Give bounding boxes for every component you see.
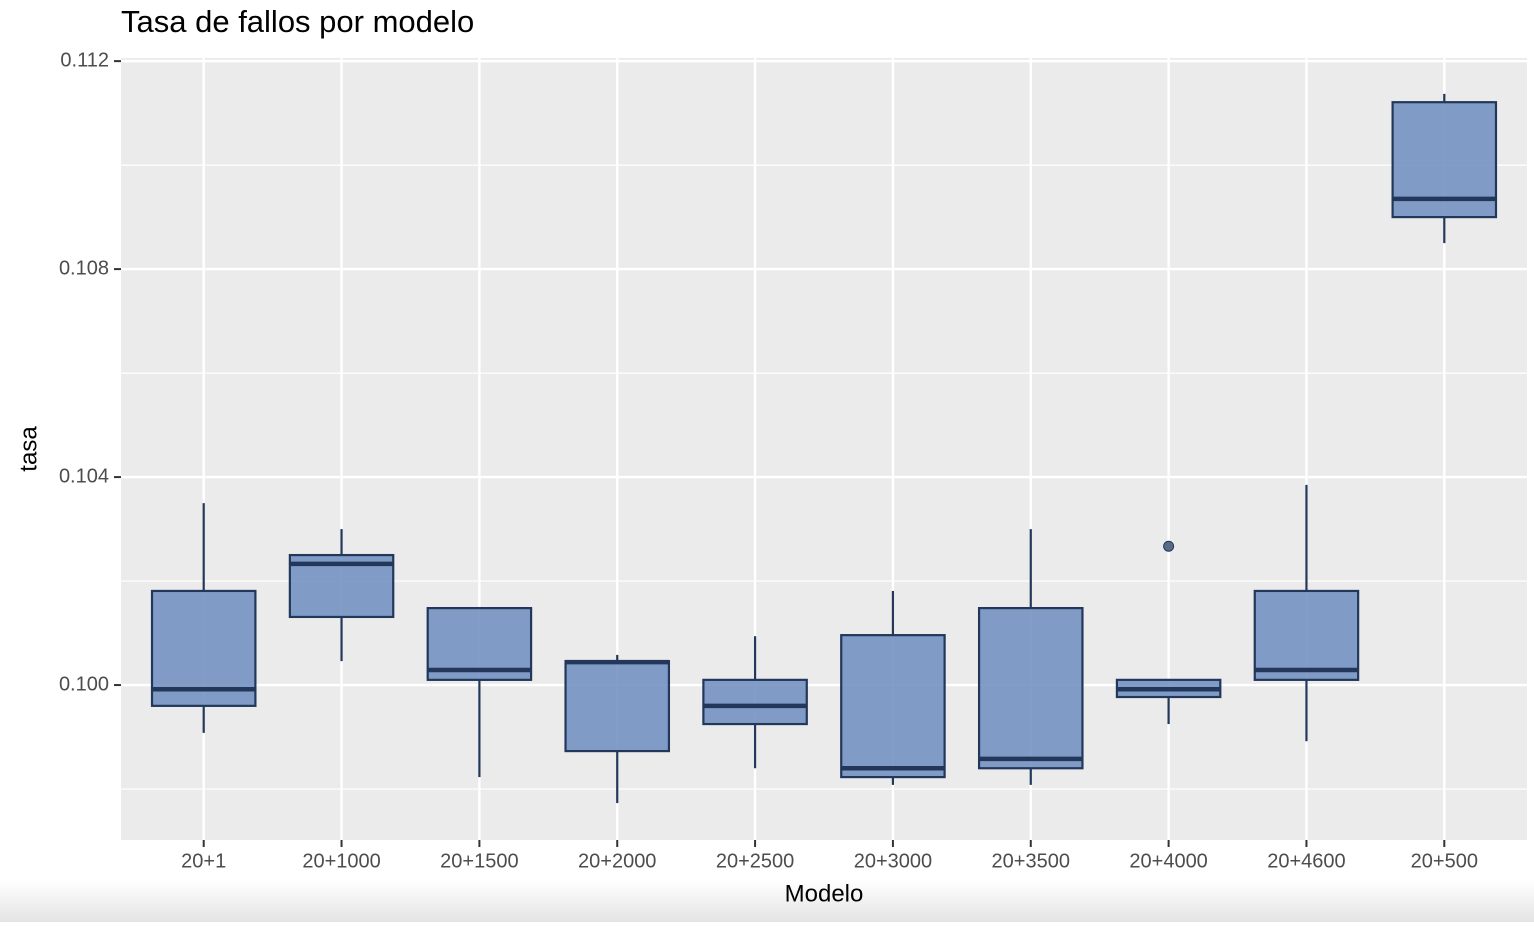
- x-tick-label: 20+2500: [716, 850, 794, 872]
- box: [1253, 589, 1360, 681]
- x-tick-label: 20+1000: [302, 850, 380, 872]
- x-tick-label: 20+1500: [440, 850, 518, 872]
- box: [564, 660, 671, 753]
- box: [150, 589, 257, 707]
- x-tick-label: 20+4000: [1129, 850, 1207, 872]
- box: [977, 607, 1084, 770]
- panel: [121, 58, 1527, 840]
- x-tick-label: 20+1: [181, 850, 226, 872]
- x-tick-label: 20+2000: [578, 850, 656, 872]
- x-tick-label: 20+4600: [1267, 850, 1345, 872]
- y-tick-label: 0.108: [59, 257, 109, 279]
- x-tick-label: 20+500: [1411, 850, 1478, 872]
- box: [840, 634, 946, 779]
- y-tick-label: 0.104: [59, 465, 109, 487]
- bottom-shade: [0, 880, 1534, 922]
- outlier: [1163, 540, 1175, 552]
- x-axis-label: Modelo: [785, 880, 864, 907]
- y-tick-label: 0.112: [60, 49, 109, 71]
- y-tick-label: 0.100: [59, 673, 109, 695]
- box: [702, 678, 808, 726]
- x-tick-label: 20+3000: [854, 850, 932, 872]
- y-axis-label: tasa: [15, 426, 42, 472]
- x-tick-label: 20+3500: [992, 850, 1070, 872]
- chart-title: Tasa de fallos por modelo: [121, 4, 474, 39]
